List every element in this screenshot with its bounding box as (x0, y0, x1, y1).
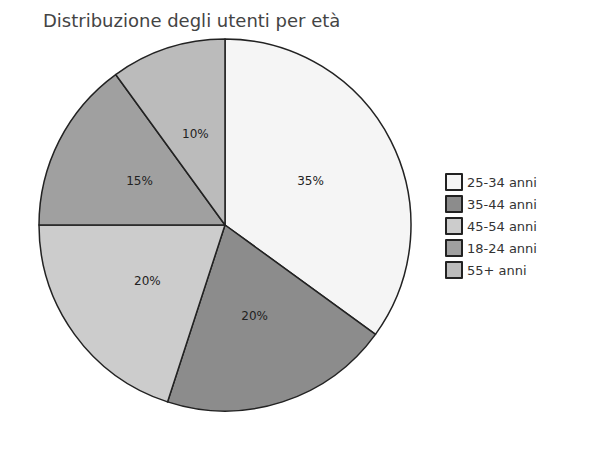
svg-text:35%: 35% (297, 174, 324, 188)
svg-text:10%: 10% (182, 127, 209, 141)
svg-text:Distribuzione degli utenti per: Distribuzione degli utenti per età (43, 10, 340, 31)
svg-text:55+ anni: 55+ anni (467, 263, 527, 278)
svg-text:35-44 anni: 35-44 anni (467, 197, 537, 212)
svg-text:15%: 15% (126, 174, 153, 188)
svg-text:18-24 anni: 18-24 anni (467, 241, 537, 256)
svg-text:20%: 20% (241, 309, 268, 323)
svg-text:25-34 anni: 25-34 anni (467, 175, 537, 190)
svg-text:20%: 20% (134, 274, 161, 288)
svg-text:45-54 anni: 45-54 anni (467, 219, 537, 234)
